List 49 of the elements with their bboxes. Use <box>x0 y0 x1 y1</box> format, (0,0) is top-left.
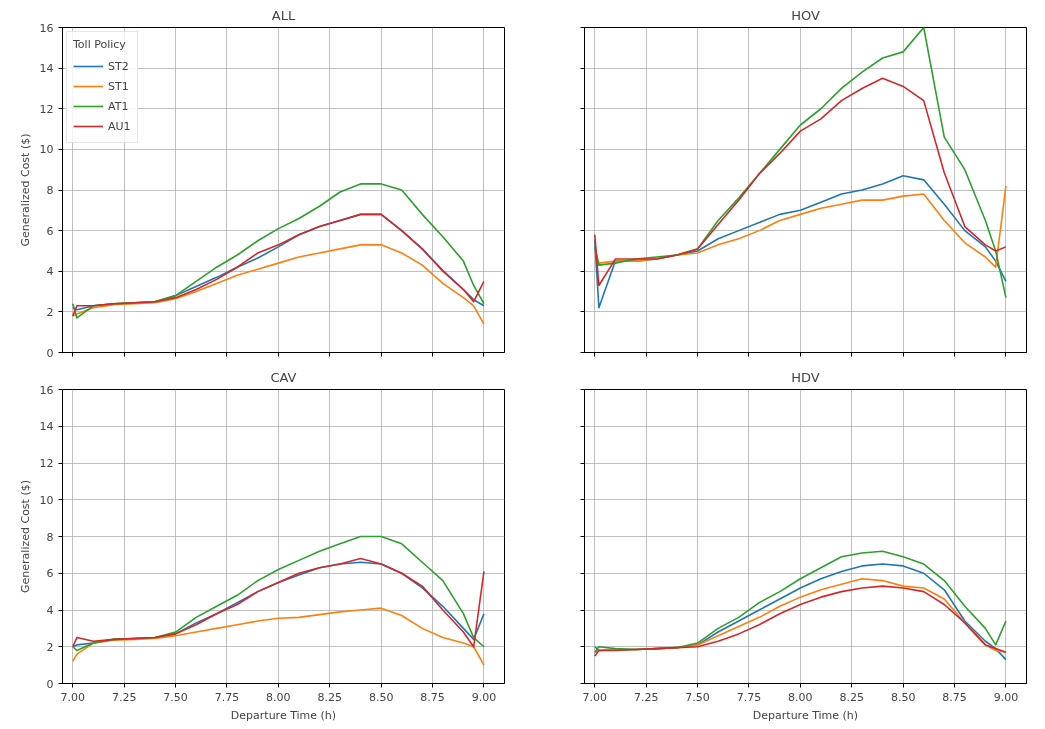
x-tick-label: 7.25 <box>633 690 659 704</box>
x-tick-label: 7.75 <box>736 690 762 704</box>
y-tick-label: 14 <box>39 62 54 76</box>
y-tick-label: 14 <box>39 420 54 434</box>
legend-title: Toll Policy <box>73 38 127 51</box>
chart-title: CAV <box>270 369 297 385</box>
x-tick-label: 8.50 <box>368 690 394 704</box>
x-tick-label: 8.00 <box>788 690 813 704</box>
y-tick-label: 10 <box>39 143 54 157</box>
y-tick-label: 2 <box>46 640 54 654</box>
y-axis-title: Generalized Cost ($) <box>18 133 32 247</box>
x-tick-label: 7.00 <box>60 690 86 704</box>
y-tick-label: 8 <box>46 184 54 197</box>
x-tick-label: 9.00 <box>993 690 1019 704</box>
y-tick-label: 4 <box>46 265 54 279</box>
y-tick-label: 6 <box>46 567 54 581</box>
y-tick-label: 12 <box>39 457 54 470</box>
y-tick-label: 10 <box>39 493 54 507</box>
legend-label: AT1 <box>108 99 129 113</box>
x-tick-label: 9.00 <box>471 690 497 704</box>
x-tick-label: 8.50 <box>890 690 916 704</box>
legend-label: ST2 <box>108 59 129 73</box>
chart-title: ALL <box>271 7 296 23</box>
y-tick-label: 16 <box>39 21 54 35</box>
x-tick-label: 8.75 <box>942 690 967 704</box>
x-tick-label: 7.00 <box>582 690 608 704</box>
x-tick-label: 7.50 <box>163 690 188 704</box>
y-tick-label: 2 <box>46 305 54 319</box>
y-tick-label: 4 <box>46 604 54 617</box>
legend-label: AU1 <box>108 119 131 133</box>
y-tick-label: 12 <box>39 102 54 116</box>
x-axis-title: Departure Time (h) <box>230 708 337 722</box>
x-tick-label: 8.25 <box>839 690 865 704</box>
x-tick-label: 8.00 <box>266 690 291 704</box>
x-tick-label: 8.75 <box>420 690 445 704</box>
y-tick-label: 8 <box>46 530 54 544</box>
x-axis-title: Departure Time (h) <box>752 708 859 722</box>
y-tick-label: 16 <box>39 383 54 397</box>
x-tick-label: 8.25 <box>317 690 343 704</box>
x-tick-label: 7.75 <box>214 690 240 704</box>
chart-title: HDV <box>791 369 820 385</box>
x-tick-label: 7.50 <box>685 690 710 704</box>
y-axis-title: Generalized Cost ($) <box>18 480 32 593</box>
y-tick-label: 6 <box>46 224 54 238</box>
y-tick-label: 0 <box>46 677 54 691</box>
legend-label: ST1 <box>108 79 129 93</box>
x-tick-label: 7.25 <box>111 690 137 704</box>
chart-title: HOV <box>791 7 820 23</box>
y-tick-label: 0 <box>46 346 54 360</box>
